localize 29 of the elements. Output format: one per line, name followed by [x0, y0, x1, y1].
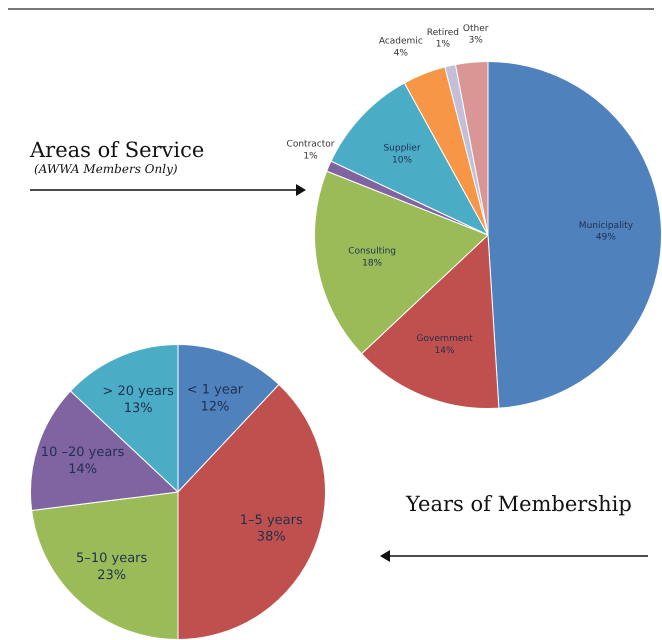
slice-label: Contractor — [286, 140, 335, 150]
slice-label: 1–5 years — [240, 512, 303, 528]
data-label: 4% — [394, 48, 408, 58]
data-label: 12% — [200, 400, 230, 415]
slice-label: Government — [416, 334, 474, 344]
data-label: 14% — [68, 462, 98, 477]
data-label: 23% — [97, 568, 126, 584]
slice-label: Retired — [426, 28, 459, 38]
slice-label: 10 –20 years — [40, 444, 125, 460]
slice-label: Consulting — [348, 246, 396, 257]
data-label: 38% — [256, 530, 286, 545]
data-label: 10% — [392, 155, 412, 166]
data-label: 13% — [124, 400, 153, 416]
text: (AWWA Members Only) — [34, 162, 179, 176]
data-label: 1% — [436, 39, 450, 50]
data-label: 14% — [434, 346, 456, 356]
data-label: 18% — [362, 258, 383, 268]
slice-label: Municipality — [578, 220, 634, 231]
slice-label: < 1 year — [186, 382, 244, 398]
data-label: 1% — [303, 151, 318, 162]
slice-label: > 20 years — [102, 384, 174, 399]
slice-label: 5–10 years — [76, 551, 148, 566]
data-label: 3% — [468, 36, 484, 46]
text: Years of Membership — [406, 492, 632, 516]
data-label: 49% — [596, 232, 616, 242]
slice-label: Supplier — [383, 144, 421, 154]
text: Areas of Service — [30, 138, 204, 162]
slice-label: Other — [462, 24, 489, 34]
slice-label: Academic — [378, 36, 423, 47]
